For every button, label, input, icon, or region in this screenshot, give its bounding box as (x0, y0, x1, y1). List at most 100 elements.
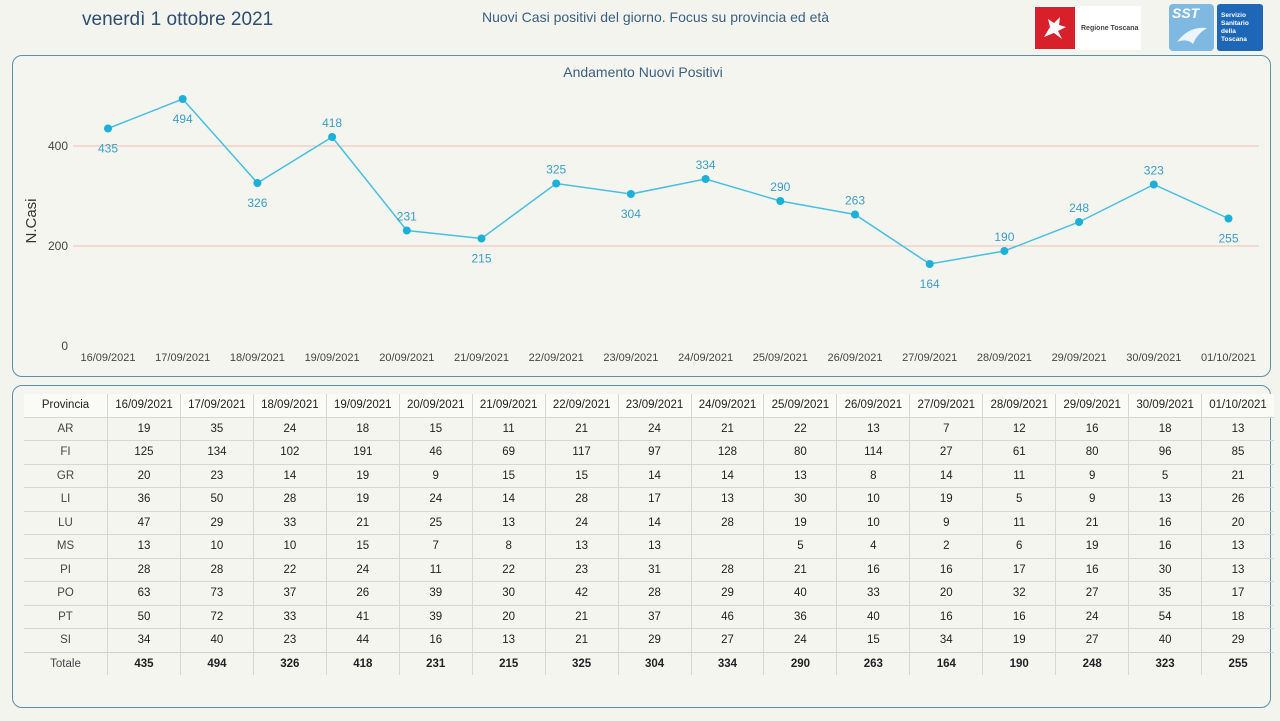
value-cell: 24 (252, 416, 327, 441)
table-row: FI 125 134 102 191 46 69 117 97 128 80 114 27 61 80 96 8… (24, 440, 1274, 464)
value-cell: 14 (471, 487, 546, 511)
value-cell: 13 (1201, 557, 1274, 582)
data-point (1000, 247, 1009, 255)
y-tick-label: 400 (48, 139, 68, 153)
data-label: 334 (696, 158, 716, 172)
value-cell: 26 (325, 581, 400, 605)
province-cell: LU (24, 510, 108, 535)
value-cell: 7 (398, 534, 473, 558)
date-header: 17/09/2021 (179, 394, 254, 417)
value-cell: 80 (763, 440, 837, 464)
value-cell: 47 (107, 510, 181, 535)
value-cell: 15 (544, 463, 619, 488)
value-cell: 23 (544, 557, 619, 582)
data-point (701, 175, 710, 183)
value-cell: 35 (1128, 581, 1202, 605)
value-cell: 13 (544, 534, 619, 558)
value-cell: 29 (179, 510, 254, 535)
value-cell: 20 (107, 463, 181, 488)
value-cell: 5 (763, 534, 837, 558)
value-cell: 21 (544, 604, 619, 629)
x-tick-label: 20/09/2021 (379, 352, 434, 364)
value-cell: 37 (617, 604, 691, 629)
value-cell: 21 (544, 416, 619, 441)
data-point (477, 234, 486, 243)
value-cell: 128 (690, 440, 764, 464)
value-cell: 30 (471, 581, 546, 605)
value-cell: 117 (544, 440, 619, 464)
value-cell: 11 (471, 416, 546, 441)
data-label: 435 (98, 142, 118, 156)
value-cell: 23 (252, 628, 327, 652)
date-header: 01/10/2021 (1201, 394, 1274, 417)
x-tick-label: 17/09/2021 (155, 352, 210, 364)
data-point (328, 133, 337, 141)
value-cell: 96 (1128, 440, 1202, 464)
data-label: 323 (1144, 164, 1164, 178)
value-cell: 125 (107, 440, 181, 464)
value-cell: 19 (909, 487, 983, 511)
province-cell: GR (24, 463, 108, 488)
value-cell: 290 (763, 651, 837, 675)
date-header: 23/09/2021 (617, 394, 691, 417)
value-cell: 6 (982, 534, 1056, 558)
value-cell: 23 (179, 463, 254, 488)
data-point (552, 179, 561, 188)
value-cell: 325 (544, 651, 619, 675)
value-cell: 40 (179, 628, 254, 652)
value-cell: 24 (763, 628, 837, 652)
data-point (178, 95, 187, 103)
value-cell: 323 (1128, 651, 1202, 675)
value-cell: 334 (690, 651, 764, 675)
province-cell: AR (24, 416, 108, 441)
value-cell: 231 (398, 651, 473, 675)
data-point (1149, 180, 1158, 189)
value-cell: 33 (836, 581, 910, 605)
date-header: 18/09/2021 (252, 394, 327, 417)
value-cell: 69 (471, 440, 546, 464)
date-header: 27/09/2021 (909, 394, 983, 417)
chart-title: Andamento Nuovi Positivi (563, 64, 723, 80)
sst-line-4: Toscana (1221, 35, 1247, 43)
value-cell: 17 (982, 557, 1056, 582)
x-tick-label: 28/09/2021 (977, 352, 1032, 364)
value-cell: 24 (1055, 604, 1129, 629)
value-cell: 16 (1055, 416, 1129, 441)
value-cell: 10 (836, 487, 910, 511)
province-cell: SI (24, 628, 108, 652)
provincia-header: Provincia (24, 394, 108, 417)
value-cell: 50 (179, 487, 254, 511)
data-point (776, 197, 785, 205)
value-cell: 15 (471, 463, 546, 488)
value-cell: 73 (179, 581, 254, 605)
value-cell: 11 (398, 557, 473, 582)
data-label: 164 (920, 277, 940, 291)
x-tick-label: 19/09/2021 (305, 352, 360, 364)
value-cell: 13 (617, 534, 691, 558)
value-cell: 80 (1055, 440, 1129, 464)
value-cell: 50 (107, 604, 181, 629)
value-cell: 5 (982, 487, 1056, 511)
value-cell: 15 (836, 628, 910, 652)
value-cell: 20 (909, 581, 983, 605)
data-point (851, 210, 859, 219)
value-cell: 11 (982, 463, 1056, 488)
data-point (402, 226, 411, 235)
value-cell: 494 (179, 651, 254, 675)
value-cell: 85 (1201, 440, 1274, 464)
value-cell: 10 (252, 534, 327, 558)
value-cell: 27 (690, 628, 764, 652)
date-header: 30/09/2021 (1128, 394, 1202, 417)
value-cell: 33 (252, 510, 327, 535)
value-cell: 29 (690, 581, 764, 605)
value-cell: 5 (1128, 463, 1202, 488)
value-cell: 21 (1055, 510, 1129, 535)
value-cell: 22 (252, 557, 327, 582)
value-cell: 16 (836, 557, 910, 582)
value-cell: 326 (252, 651, 327, 675)
value-cell: 27 (909, 440, 983, 464)
value-cell (690, 534, 764, 558)
x-tick-label: 24/09/2021 (678, 352, 733, 364)
table-row: AR 19 35 24 18 15 11 21 24 21 22 13 7 12 16 18 13 (24, 416, 1274, 441)
table-header-row: Provincia 16/09/2021 17/09/2021 18/09/2021… (24, 394, 1274, 417)
